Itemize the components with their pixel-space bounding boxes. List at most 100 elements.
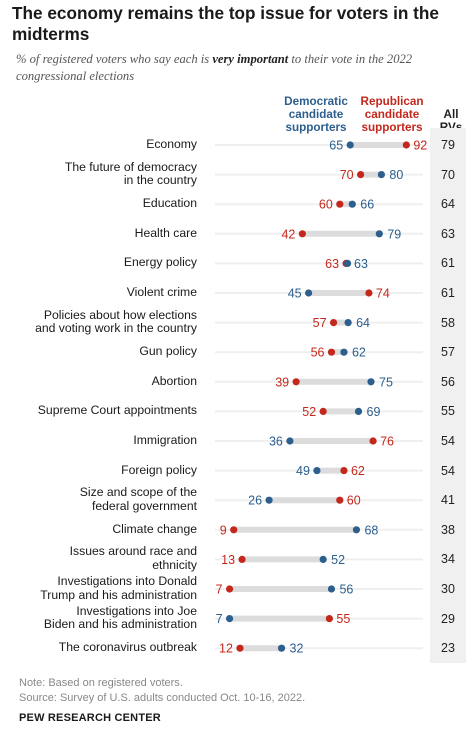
republican-value-label: 63 — [325, 257, 339, 271]
row-label: Abortion — [151, 373, 197, 388]
democratic-value-label: 80 — [389, 168, 403, 182]
all-rvs-value: 57 — [441, 345, 455, 360]
republican-value-label: 57 — [313, 316, 327, 330]
republican-dot — [340, 467, 348, 475]
republican-value-label: 13 — [221, 553, 235, 567]
democratic-dot — [225, 615, 234, 623]
democratic-dot — [313, 467, 321, 475]
all-rvs-value: 61 — [441, 286, 455, 300]
democratic-value-label: 64 — [356, 316, 370, 330]
republican-value-label: 12 — [219, 642, 233, 656]
republican-dot — [329, 319, 338, 327]
democratic-value-label: 49 — [296, 464, 310, 478]
democratic-value-label: 26 — [248, 494, 262, 508]
legend-democratic: Democratic candidate supporters — [284, 95, 348, 134]
subtitle-pre: % of registered voters who say each is — [16, 52, 213, 66]
row-label: Immigration — [133, 433, 197, 447]
subtitle-emphasis: very important — [212, 52, 289, 66]
republican-dot — [336, 496, 344, 504]
row-label: Foreign policy — [121, 462, 197, 477]
row-label-line: Issues around race and — [69, 544, 197, 559]
republican-value-label: 60 — [347, 494, 361, 508]
democratic-value-label: 75 — [379, 375, 393, 389]
democratic-value-label: 63 — [354, 257, 368, 271]
all-rvs-value: 41 — [441, 493, 455, 508]
republican-dot — [319, 407, 327, 415]
row-label-line: Policies about how elections — [43, 307, 197, 322]
republican-dot — [325, 615, 333, 623]
democratic-dot — [377, 171, 385, 179]
republican-dot — [230, 526, 238, 534]
democratic-dot — [354, 407, 363, 415]
democratic-value-label: 45 — [288, 287, 302, 301]
row-label-line: Biden and his administration — [43, 617, 197, 632]
republican-value-label: 39 — [275, 375, 289, 389]
democratic-dot — [327, 585, 336, 593]
organization: PEW RESEARCH CENTER — [19, 712, 161, 724]
all-rvs-value: 63 — [441, 226, 455, 241]
all-rvs-column-background — [430, 128, 466, 663]
row-label: Economy — [146, 137, 197, 151]
row-label-line: in the country — [123, 173, 197, 188]
republican-value-label: 55 — [336, 612, 350, 626]
democratic-value-label: 68 — [364, 523, 378, 537]
democratic-dot — [375, 230, 383, 238]
democratic-value-label: 52 — [331, 553, 345, 567]
legend-republican: Republican candidate supporters — [360, 95, 424, 134]
republican-value-label: 62 — [351, 464, 365, 478]
all-rvs-value: 70 — [441, 167, 455, 182]
row-label: Health care — [134, 225, 197, 240]
democratic-dot — [286, 437, 294, 445]
republican-dot — [238, 555, 246, 564]
row-label: Policies about how elections and voting w… — [35, 307, 197, 336]
democratic-dot — [346, 141, 354, 149]
democratic-dot — [348, 200, 356, 208]
row-label: Gun policy — [139, 344, 197, 359]
row-label-line: Size and scope of the — [79, 485, 197, 500]
democratic-value-label: 56 — [339, 583, 353, 597]
democratic-dot — [367, 378, 375, 386]
row-label: Size and scope of the federal government — [80, 486, 197, 513]
democratic-value-label: 36 — [269, 435, 283, 449]
republican-dot — [225, 585, 234, 593]
democratic-value-label: 7 — [216, 612, 223, 626]
republican-dot — [336, 200, 344, 208]
republican-dot — [298, 230, 306, 238]
row-label-line: Trump and his administration — [40, 587, 197, 602]
republican-value-label: 92 — [413, 139, 427, 153]
row-label-line: ethnicity — [152, 557, 197, 572]
democratic-value-label: 32 — [290, 642, 304, 656]
republican-value-label: 60 — [319, 198, 333, 212]
republican-value-label: 7 — [216, 583, 223, 597]
row-label-line: Investigations into Donald — [57, 574, 197, 588]
row-label: Violent crime — [126, 285, 197, 299]
chart-subtitle: % of registered voters who say each is v… — [16, 51, 468, 85]
republican-dot — [365, 289, 373, 297]
democratic-dot — [352, 526, 361, 534]
row-label-line: The future of democracy — [64, 159, 197, 174]
row-label-line: Investigations into Joe — [76, 603, 197, 618]
all-rvs-value: 29 — [441, 611, 455, 626]
democratic-value-label: 66 — [360, 198, 374, 212]
row-label: Energy policy — [123, 255, 197, 270]
republican-value-label: 56 — [311, 346, 325, 360]
republican-dot — [236, 644, 244, 652]
democratic-value-label: 69 — [367, 405, 381, 419]
republican-value-label: 76 — [380, 435, 394, 449]
row-label: Education — [142, 196, 197, 211]
republican-value-label: 74 — [376, 287, 390, 301]
republican-dot — [369, 437, 377, 445]
subtitle-post: to their vote in the 2022 congressional … — [16, 52, 413, 83]
row-label: Supreme Court appointments — [37, 403, 197, 418]
republican-dot — [327, 348, 336, 356]
democratic-value-label: 65 — [329, 139, 343, 153]
all-rvs-value: 23 — [441, 641, 455, 656]
democratic-dot — [344, 319, 352, 327]
democratic-dot — [265, 496, 273, 504]
row-label: Climate change — [112, 521, 197, 536]
row-label-line: and voting work in the country — [35, 321, 197, 336]
all-rvs-value: 79 — [441, 138, 455, 152]
all-rvs-value: 56 — [441, 374, 455, 389]
all-rvs-value: 58 — [441, 315, 455, 330]
